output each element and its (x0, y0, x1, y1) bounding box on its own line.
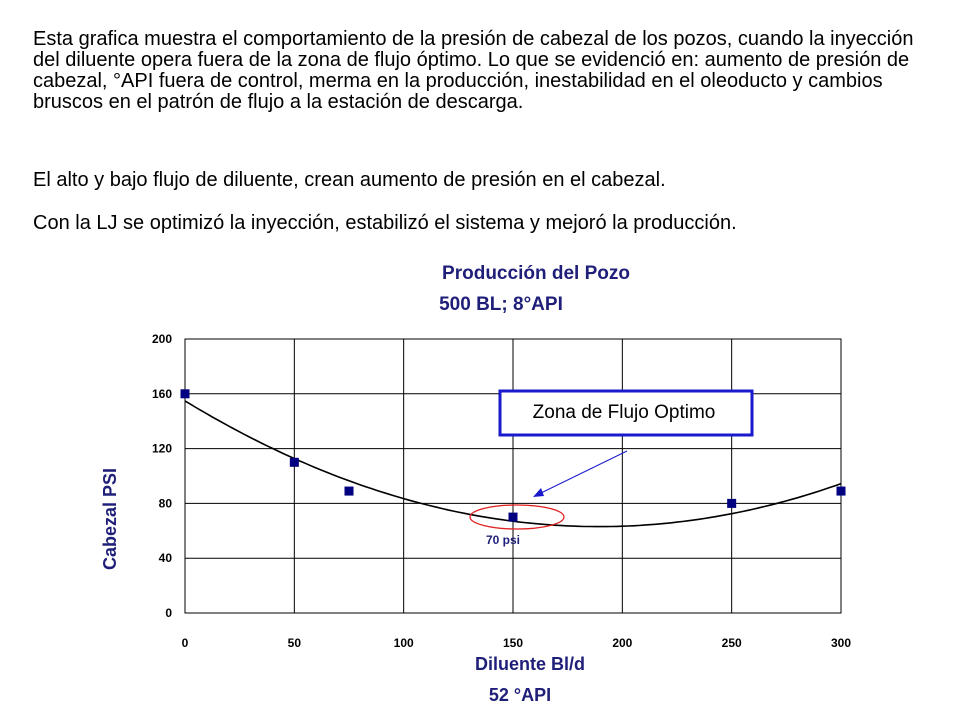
grid (184, 338, 842, 614)
y-tick-label: 0 (165, 606, 172, 620)
y-axis-label: Cabezal PSI (100, 468, 120, 570)
x-tick-label: 100 (394, 636, 414, 650)
x-tick-label: 200 (612, 636, 632, 650)
optimization-paragraph: Con la LJ se optimizó la inyección, esta… (33, 212, 737, 234)
zone-box (498, 389, 754, 437)
x-axis-label: Diluente Bl/d (475, 654, 585, 674)
intro-paragraph: Esta grafica muestra el comportamiento d… (33, 28, 914, 113)
x-tick-label: 0 (182, 636, 189, 650)
x-axis-sublabel: 52 °API (489, 685, 551, 705)
y-tick-label: 200 (152, 332, 172, 346)
data-point (289, 457, 299, 467)
y-tick-label: 40 (159, 551, 173, 565)
chart-title: Producción del Pozo (442, 263, 630, 284)
diluent-paragraph: El alto y bajo flujo de diluente, crean … (33, 169, 666, 191)
data-point (727, 498, 737, 508)
zone-label: Zona de Flujo Optimo (533, 402, 716, 423)
point-label: 70 psi (486, 533, 520, 547)
data-point (180, 389, 190, 399)
y-tick-label: 120 (152, 442, 172, 456)
y-tick-label: 160 (152, 387, 172, 401)
data-point (836, 486, 846, 496)
tick-labels: 0 50 100 150 200 250 300 0 40 80 120 160 200 (152, 332, 851, 650)
data-point (344, 486, 354, 496)
x-tick-label: 50 (288, 636, 302, 650)
x-tick-label: 250 (722, 636, 742, 650)
optimal-point-highlight (469, 504, 565, 530)
zone-arrow-line (540, 450, 628, 494)
chart-subtitle: 500 BL; 8°API (439, 294, 563, 315)
x-tick-label: 150 (503, 636, 523, 650)
y-tick-label: 80 (159, 496, 173, 510)
plot-frame (184, 338, 842, 614)
data-points (180, 389, 846, 522)
zone-arrow-head (533, 488, 544, 497)
x-tick-label: 300 (831, 636, 851, 650)
data-point (508, 512, 518, 522)
